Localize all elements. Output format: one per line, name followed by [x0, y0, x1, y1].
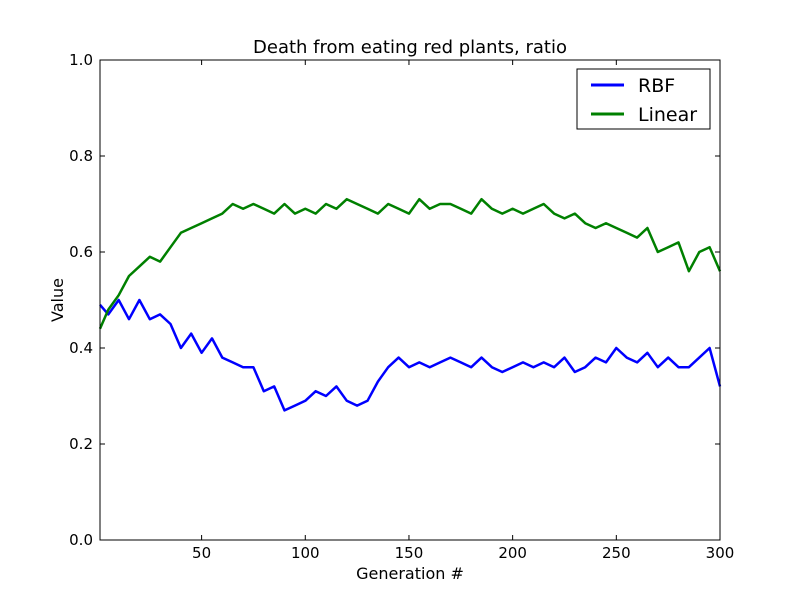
y-tick-label: 0.2: [69, 435, 93, 453]
x-tick-label: 300: [706, 544, 735, 562]
x-tick-label: 50: [192, 544, 211, 562]
legend-label-rbf: RBF: [638, 75, 675, 97]
chart-title: Death from eating red plants, ratio: [253, 37, 567, 58]
axis-ticks: 50 100 150 200 250 300 0.0 0.2 0.4 0.6 0.8 1.0: [69, 51, 734, 562]
y-tick-label: 0.4: [69, 339, 93, 357]
series-line-rbf: [99, 298, 722, 412]
y-tick-label: 0.6: [69, 243, 93, 261]
x-tick-label: 100: [291, 544, 320, 562]
legend-frame: [576, 68, 711, 130]
y-axis-label: Value: [48, 278, 67, 322]
y-tick-label: 0.0: [69, 531, 93, 549]
series-line-linear: [98, 197, 722, 330]
x-tick-label: 200: [498, 544, 527, 562]
x-axis-label: Generation #: [356, 564, 464, 583]
y-tick-label: 1.0: [69, 51, 93, 69]
legend: RBF Linear: [576, 68, 711, 130]
x-tick-label: 250: [602, 544, 631, 562]
series-lines: [98, 197, 722, 412]
plot-area-frame: [99, 59, 721, 541]
legend-label-linear: Linear: [638, 104, 697, 126]
x-tick-label: 150: [395, 544, 424, 562]
y-tick-label: 0.8: [69, 147, 93, 165]
